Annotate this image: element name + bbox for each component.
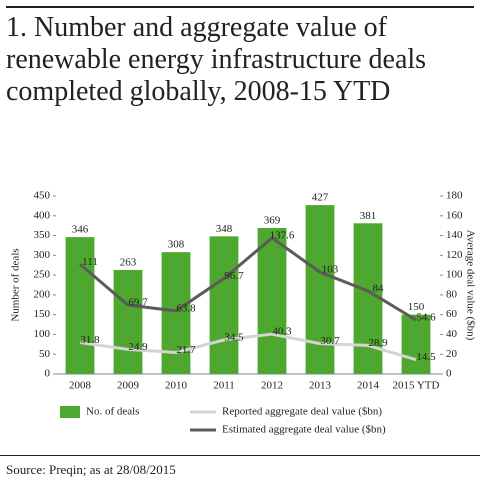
chart: 0 50 100 150 200 250 300 350 400 450 0 20 40 60 80 100 1… xyxy=(10,190,477,436)
y-tick-label: 300 xyxy=(34,249,51,261)
line-label: 34.5 xyxy=(224,331,244,343)
bar-label: 427 xyxy=(312,192,329,204)
x-tick-label: 2010 xyxy=(165,380,188,392)
line-label: 111 xyxy=(82,256,98,268)
y-tick-label: 250 xyxy=(34,269,51,281)
x-tick-label: 2011 xyxy=(213,380,235,392)
line-label: 24.9 xyxy=(128,341,148,353)
line-label: 137.6 xyxy=(270,229,295,241)
bar-label: 308 xyxy=(168,239,185,251)
line-label: 54.6 xyxy=(416,312,436,324)
x-tick-label: 2012 xyxy=(261,380,283,392)
line-label: 96.7 xyxy=(224,270,244,282)
bar xyxy=(209,236,239,374)
x-tick-label: 2008 xyxy=(69,380,92,392)
legend-label: Reported aggregate deal value ($bn) xyxy=(222,406,382,418)
y-tick-label: 200 xyxy=(34,288,51,300)
y2-tick-label: 160 xyxy=(446,209,463,221)
legend-label: No. of deals xyxy=(86,406,139,418)
bar-label: 381 xyxy=(360,210,377,222)
line-label: 84 xyxy=(373,282,385,294)
bar xyxy=(305,205,335,374)
bar-label: 346 xyxy=(72,224,89,236)
y2-tick-label: 20 xyxy=(446,348,458,360)
legend-label: Estimated aggregate deal value ($bn) xyxy=(222,424,386,436)
y-tick-label: 400 xyxy=(34,209,51,221)
bar xyxy=(65,237,95,374)
line-label: 103 xyxy=(322,264,339,276)
chart-title: 1. Number and aggregate value of renewab… xyxy=(6,6,474,108)
y2-tick-label: 40 xyxy=(446,328,458,340)
bar xyxy=(401,314,431,374)
line-label: 14.5 xyxy=(416,351,436,363)
y-tick-label: 0 xyxy=(45,368,51,380)
bar-label: 369 xyxy=(264,215,281,227)
y-tick-label: 50 xyxy=(39,348,51,360)
line-label: 69.7 xyxy=(128,297,148,309)
y2-tick-label: 80 xyxy=(446,288,458,300)
y2-tick-label: 140 xyxy=(446,229,463,241)
x-tick-label: 2014 xyxy=(357,380,380,392)
x-tick-label: 2015 YTD xyxy=(393,380,440,392)
y2-tick-label: 180 xyxy=(446,190,463,202)
x-tick-label: 2013 xyxy=(309,380,332,392)
x-tick-label: 2009 xyxy=(117,380,140,392)
y-axis-label: Number of deals xyxy=(10,248,22,321)
y2-tick-label: 120 xyxy=(446,249,463,261)
line-label: 40.3 xyxy=(272,326,292,338)
legend-swatch xyxy=(60,406,80,418)
line-label: 31.8 xyxy=(80,334,100,346)
line xyxy=(79,236,417,322)
bar-label: 263 xyxy=(120,257,137,269)
divider xyxy=(0,455,480,456)
line-label: 28.9 xyxy=(368,337,388,349)
line-label: 30.7 xyxy=(320,335,340,347)
y2-tick-label: 100 xyxy=(446,269,463,281)
y2-tick-label: 0 xyxy=(446,368,452,380)
bar xyxy=(257,228,287,374)
y-tick-label: 150 xyxy=(34,308,51,320)
bar-label: 150 xyxy=(408,301,425,313)
line-label: 63.8 xyxy=(176,302,196,314)
y-tick-label: 350 xyxy=(34,229,51,241)
bar-label: 348 xyxy=(216,223,233,235)
source: Source: Preqin; as at 28/08/2015 xyxy=(6,462,176,477)
line xyxy=(79,332,417,362)
y2-tick-label: 60 xyxy=(446,308,458,320)
line-label: 21.7 xyxy=(176,344,196,356)
bar xyxy=(113,269,143,374)
y-tick-label: 450 xyxy=(34,190,51,202)
y-tick-label: 100 xyxy=(34,328,51,340)
y2-axis-label: Average deal value ($bn) xyxy=(464,230,476,341)
